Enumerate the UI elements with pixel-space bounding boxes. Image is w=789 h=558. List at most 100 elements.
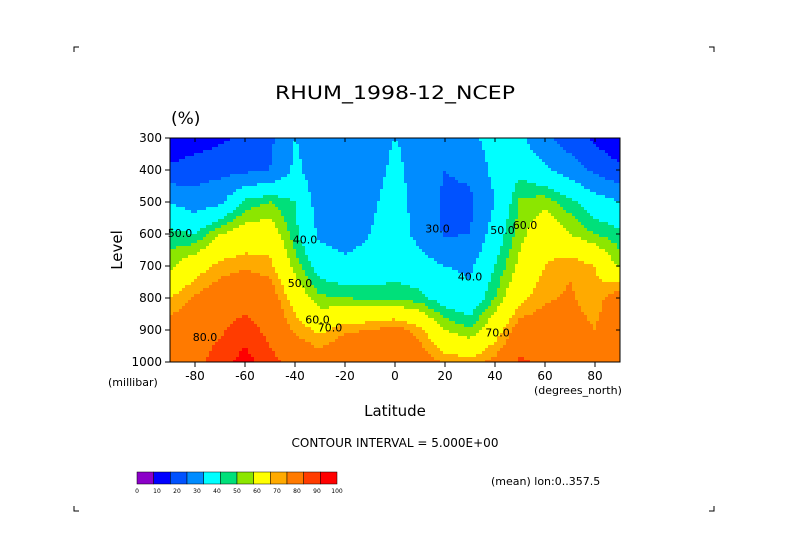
field-cell: [311, 186, 315, 190]
field-cell: [293, 276, 297, 280]
field-cell: [191, 285, 195, 289]
field-cell: [263, 144, 267, 148]
field-cell: [275, 309, 279, 313]
field-cell: [350, 171, 354, 175]
field-cell: [215, 336, 219, 340]
field-cell: [335, 240, 339, 244]
field-cell: [296, 150, 300, 154]
field-cell: [170, 141, 174, 145]
field-cell: [266, 264, 270, 268]
field-cell: [173, 234, 177, 238]
field-cell: [365, 258, 369, 262]
field-cell: [353, 195, 357, 199]
field-cell: [293, 189, 297, 193]
field-cell: [179, 264, 183, 268]
field-cell: [350, 234, 354, 238]
field-cell: [194, 150, 198, 154]
field-cell: [182, 288, 186, 292]
field-cell: [236, 291, 240, 295]
field-cell: [368, 237, 372, 241]
field-cell: [338, 345, 342, 349]
field-cell: [344, 237, 348, 241]
field-cell: [299, 291, 303, 295]
field-cell: [209, 189, 213, 193]
field-cell: [254, 216, 258, 220]
field-cell: [197, 180, 201, 184]
field-cell: [356, 330, 360, 334]
field-cell: [194, 207, 198, 211]
field-cell: [302, 249, 306, 253]
field-cell: [236, 348, 240, 352]
field-cell: [230, 234, 234, 238]
field-cell: [215, 315, 219, 319]
field-cell: [320, 150, 324, 154]
field-cell: [257, 186, 261, 190]
field-cell: [212, 321, 216, 325]
field-cell: [173, 162, 177, 166]
field-cell: [323, 192, 327, 196]
field-cell: [185, 321, 189, 325]
field-cell: [203, 147, 207, 151]
field-cell: [359, 336, 363, 340]
field-cell: [266, 138, 270, 142]
field-cell: [206, 342, 210, 346]
field-cell: [323, 138, 327, 142]
field-cell: [266, 165, 270, 169]
field-cell: [335, 354, 339, 358]
field-cell: [251, 354, 255, 358]
field-cell: [338, 312, 342, 316]
field-cell: [359, 225, 363, 229]
field-cell: [302, 351, 306, 355]
field-cell: [170, 201, 174, 205]
field-cell: [236, 138, 240, 142]
field-cell: [305, 342, 309, 346]
field-cell: [266, 288, 270, 292]
field-cell: [305, 258, 309, 262]
field-cell: [305, 318, 309, 322]
field-cell: [209, 267, 213, 271]
field-cell: [251, 345, 255, 349]
field-cell: [215, 327, 219, 331]
field-cell: [323, 141, 327, 145]
field-cell: [212, 156, 216, 160]
field-cell: [329, 150, 333, 154]
field-cell: [245, 153, 249, 157]
field-cell: [236, 225, 240, 229]
field-cell: [254, 273, 258, 277]
field-cell: [338, 327, 342, 331]
field-cell: [215, 306, 219, 310]
field-cell: [200, 321, 204, 325]
field-cell: [275, 138, 279, 142]
field-cell: [236, 192, 240, 196]
field-cell: [278, 327, 282, 331]
field-cell: [305, 357, 309, 361]
field-cell: [347, 204, 351, 208]
field-cell: [197, 327, 201, 331]
field-cell: [275, 339, 279, 343]
field-cell: [176, 150, 180, 154]
field-cell: [332, 294, 336, 298]
field-cell: [224, 327, 228, 331]
field-cell: [272, 180, 276, 184]
field-cell: [173, 345, 177, 349]
field-cell: [182, 138, 186, 142]
field-cell: [236, 195, 240, 199]
field-cell: [335, 225, 339, 229]
field-cell: [275, 201, 279, 205]
field-cell: [173, 348, 177, 352]
field-cell: [200, 165, 204, 169]
field-cell: [299, 324, 303, 328]
field-cell: [230, 210, 234, 214]
field-cell: [203, 282, 207, 286]
field-cell: [260, 318, 264, 322]
field-cell: [260, 222, 264, 226]
field-cell: [326, 147, 330, 151]
field-cell: [236, 162, 240, 166]
field-cell: [242, 207, 246, 211]
field-cell: [275, 237, 279, 241]
field-cell: [284, 315, 288, 319]
field-cell: [275, 294, 279, 298]
field-cell: [179, 336, 183, 340]
field-cell: [356, 231, 360, 235]
field-cell: [257, 339, 261, 343]
